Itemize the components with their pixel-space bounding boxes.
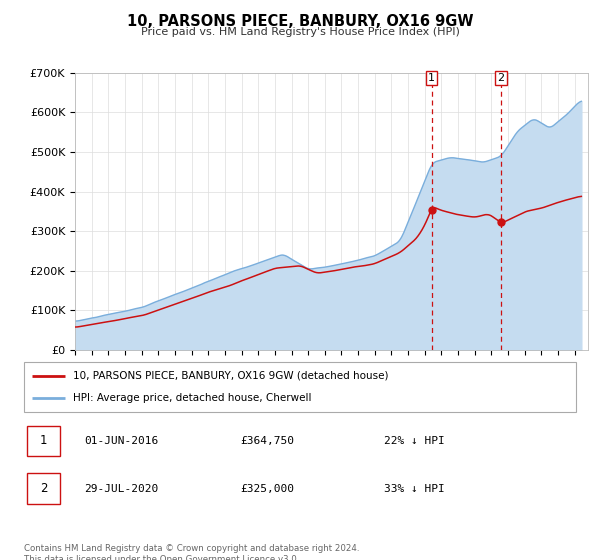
Text: HPI: Average price, detached house, Cherwell: HPI: Average price, detached house, Cher… — [73, 393, 311, 403]
Text: Price paid vs. HM Land Registry's House Price Index (HPI): Price paid vs. HM Land Registry's House … — [140, 27, 460, 37]
Text: Contains HM Land Registry data © Crown copyright and database right 2024.
This d: Contains HM Land Registry data © Crown c… — [24, 544, 359, 560]
Text: £364,750: £364,750 — [240, 436, 294, 446]
Text: 33% ↓ HPI: 33% ↓ HPI — [384, 484, 445, 493]
Text: 29-JUL-2020: 29-JUL-2020 — [84, 484, 158, 493]
Text: 2: 2 — [40, 482, 47, 495]
Text: 10, PARSONS PIECE, BANBURY, OX16 9GW (detached house): 10, PARSONS PIECE, BANBURY, OX16 9GW (de… — [73, 371, 388, 381]
Text: 10, PARSONS PIECE, BANBURY, OX16 9GW: 10, PARSONS PIECE, BANBURY, OX16 9GW — [127, 14, 473, 29]
Text: £325,000: £325,000 — [240, 484, 294, 493]
Text: 01-JUN-2016: 01-JUN-2016 — [84, 436, 158, 446]
Text: 2: 2 — [497, 73, 505, 83]
Text: 22% ↓ HPI: 22% ↓ HPI — [384, 436, 445, 446]
Text: 1: 1 — [428, 73, 435, 83]
FancyBboxPatch shape — [24, 362, 576, 412]
Text: 1: 1 — [40, 435, 47, 447]
